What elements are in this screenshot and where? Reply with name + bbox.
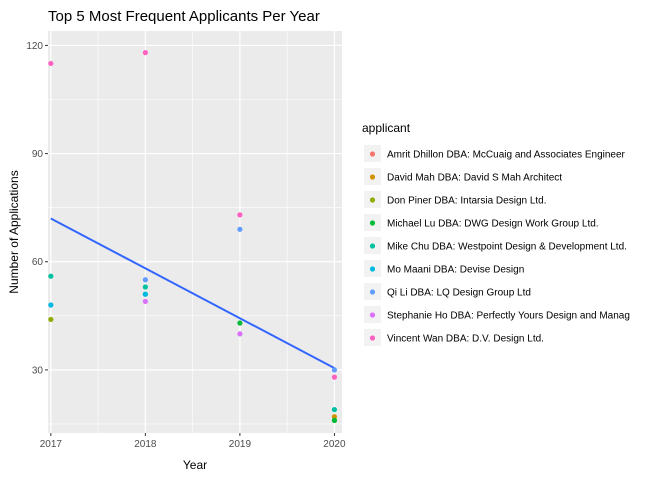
legend-swatch xyxy=(369,289,376,295)
legend-item-label: Amrit Dhillon DBA: McCuaig and Associate… xyxy=(387,150,626,161)
data-point xyxy=(331,374,338,380)
data-point xyxy=(142,291,148,297)
legend-item-label: Don Piner DBA: Intarsia Design Ltd. xyxy=(387,196,547,207)
data-point xyxy=(237,320,243,326)
grid-major xyxy=(48,31,342,433)
x-axis: 2017 2018 2019 2020 xyxy=(40,433,346,450)
trend-line xyxy=(50,217,335,369)
legend-swatch xyxy=(369,197,376,203)
y-tick-label: 120 xyxy=(26,41,43,52)
data-point xyxy=(142,284,148,290)
legend-item-label: Mo Maani DBA: Devise Design xyxy=(387,265,524,276)
data-point xyxy=(48,273,54,279)
legend-title: applicant xyxy=(362,121,411,135)
legend-background xyxy=(357,118,665,376)
points-layer xyxy=(48,50,338,423)
data-point xyxy=(142,277,148,283)
x-tick-label: 2018 xyxy=(134,439,157,450)
legend-item-label: Qi Li DBA: LQ Design Group Ltd xyxy=(387,288,531,299)
data-point xyxy=(237,212,243,218)
legend-swatch xyxy=(369,243,376,249)
data-point xyxy=(331,367,338,373)
legend-swatch xyxy=(369,220,376,226)
data-point xyxy=(237,331,243,337)
grid-minor xyxy=(48,31,342,433)
legend-item-label: Stephanie Ho DBA: Perfectly Yours Design… xyxy=(387,311,630,322)
y-tick-label: 30 xyxy=(32,365,44,376)
data-point xyxy=(331,417,338,423)
data-point xyxy=(142,298,148,305)
legend-swatch xyxy=(369,312,376,318)
legend-item-label: Vincent Wan DBA: D.V. Design Ltd. xyxy=(387,334,544,345)
legend-item-label: Mike Chu DBA: Westpoint Design & Develop… xyxy=(387,242,627,253)
x-tick-label: 2020 xyxy=(323,439,346,450)
data-point xyxy=(237,226,243,232)
data-point xyxy=(142,50,148,56)
y-axis: 30 60 90 120 xyxy=(26,41,48,376)
x-tick-label: 2017 xyxy=(40,439,63,450)
trend-line-layer xyxy=(50,217,335,369)
plot-panel xyxy=(48,31,342,433)
y-tick-label: 90 xyxy=(32,149,44,160)
y-tick-label: 60 xyxy=(32,257,44,268)
legend-swatch xyxy=(369,151,376,157)
legend-swatch xyxy=(369,266,376,272)
data-point xyxy=(48,302,54,308)
data-point xyxy=(331,406,338,413)
x-axis-title: Year xyxy=(183,458,207,472)
legend-swatch xyxy=(369,335,376,341)
chart-title: Top 5 Most Frequent Applicants Per Year xyxy=(48,8,320,25)
data-point xyxy=(331,414,338,420)
legend-item-label: Michael Lu DBA: DWG Design Work Group Lt… xyxy=(387,219,599,230)
legend: Amrit Dhillon DBA: McCuaig and Associate… xyxy=(364,145,630,346)
legend-swatch xyxy=(369,174,376,180)
y-axis-title: Number of Applications xyxy=(7,170,21,293)
x-tick-label: 2019 xyxy=(229,439,252,450)
data-point xyxy=(48,316,54,323)
legend-item-label: David Mah DBA: David S Mah Architect xyxy=(387,173,562,184)
data-point xyxy=(48,60,54,67)
